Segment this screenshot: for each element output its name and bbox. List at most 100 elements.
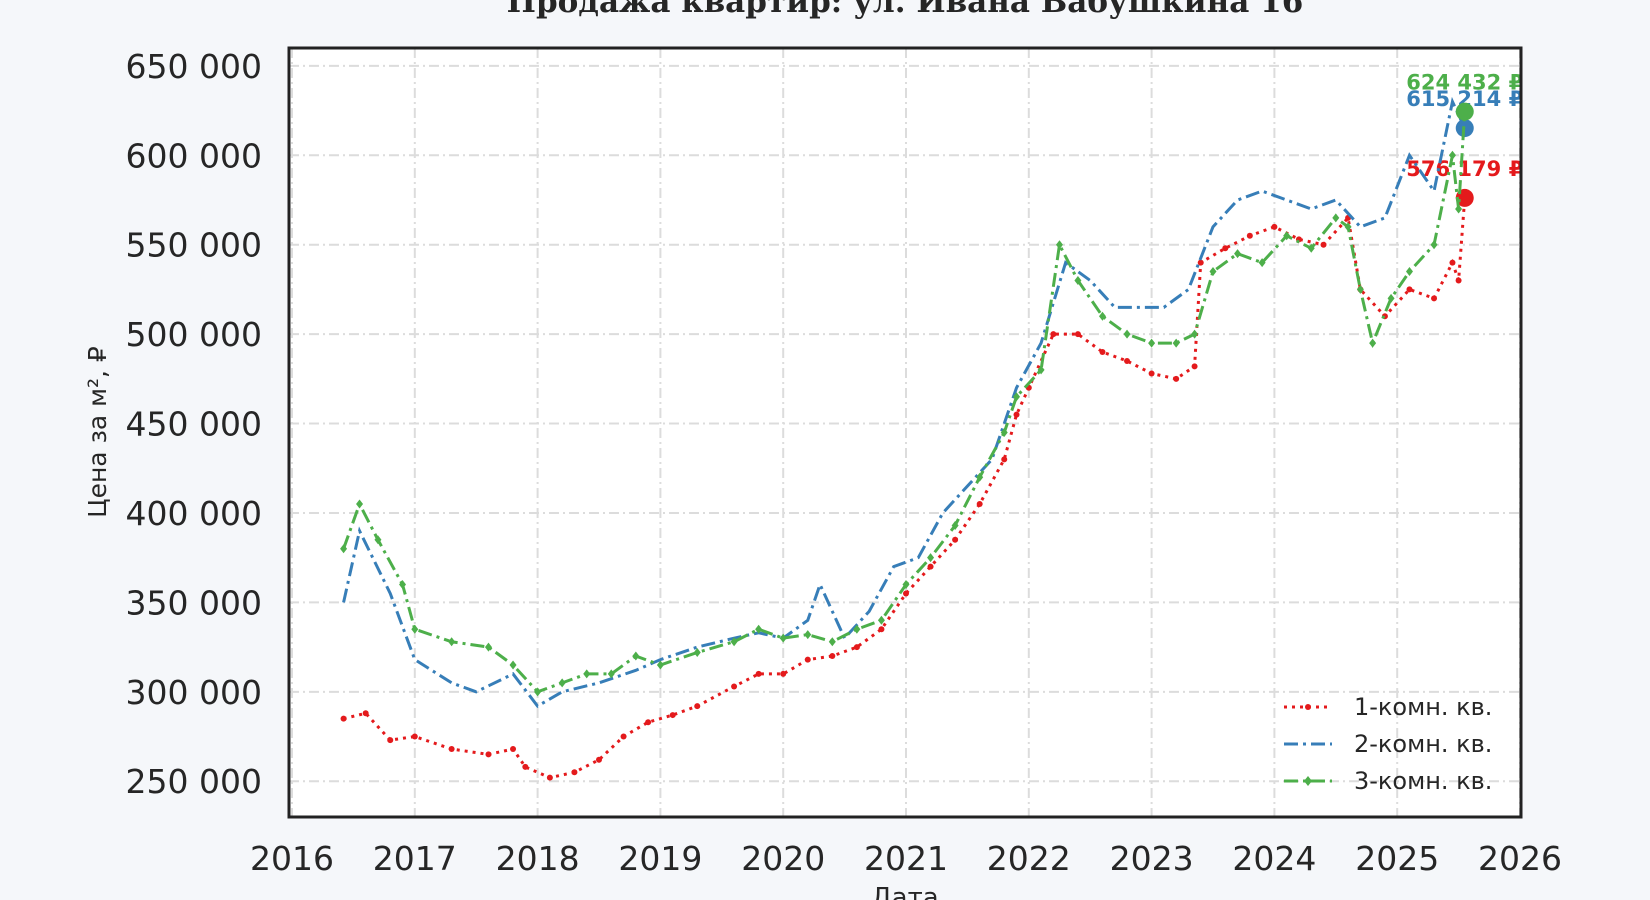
point	[1173, 375, 1180, 382]
point	[1258, 258, 1266, 268]
point	[1098, 311, 1106, 321]
legend-marker	[1305, 704, 1311, 710]
point	[1406, 286, 1413, 293]
x-tick-label: 2024	[1232, 839, 1316, 878]
plot-marks: 576 179 ₽615 214 ₽624 432 ₽	[340, 71, 1523, 781]
point	[411, 624, 419, 634]
y-tick-label: 250 000	[126, 762, 262, 801]
point	[1148, 370, 1155, 377]
point	[632, 651, 640, 661]
point	[927, 553, 935, 563]
point	[927, 563, 934, 570]
point	[1405, 267, 1413, 277]
point	[448, 637, 456, 647]
x-tick-label: 2019	[618, 839, 702, 878]
point	[1320, 241, 1327, 248]
point	[607, 669, 615, 679]
point	[485, 751, 492, 758]
y-tick-label: 550 000	[126, 226, 262, 265]
point	[1271, 223, 1278, 230]
legend: 1-комн. кв. 2-комн. кв. 3-комн. кв.	[1284, 693, 1492, 795]
point	[829, 653, 836, 660]
point	[1332, 213, 1340, 223]
point	[1148, 338, 1156, 348]
legend-label: 2-комн. кв.	[1354, 730, 1492, 758]
point	[1197, 259, 1204, 266]
y-tick-label: 400 000	[126, 494, 262, 533]
x-tick-label: 2020	[741, 839, 825, 878]
x-tick-label: 2026	[1478, 839, 1562, 878]
point	[1056, 240, 1063, 250]
point	[546, 774, 553, 781]
series-line	[342, 96, 1467, 709]
point	[1074, 275, 1082, 285]
point	[1455, 204, 1463, 214]
point	[362, 710, 369, 717]
point	[1050, 331, 1057, 338]
point	[645, 719, 652, 726]
y-tick-label: 500 000	[126, 315, 262, 354]
point	[571, 769, 578, 776]
point	[976, 501, 983, 508]
point	[755, 624, 763, 634]
point	[1013, 392, 1021, 402]
x-tick-label: 2018	[496, 839, 580, 878]
point	[902, 580, 910, 590]
point	[1283, 231, 1291, 241]
point	[656, 660, 664, 670]
point	[484, 642, 492, 652]
x-tick-label: 2022	[987, 839, 1071, 878]
point	[1209, 267, 1217, 277]
point	[1344, 222, 1352, 232]
point	[731, 683, 738, 690]
x-tick-label: 2025	[1355, 839, 1439, 878]
y-tick-label: 450 000	[126, 405, 262, 444]
x-tick-label: 2021	[864, 839, 948, 878]
point	[951, 520, 959, 530]
point	[853, 644, 860, 651]
point	[583, 669, 591, 679]
point	[356, 499, 364, 509]
x-tick-label: 2023	[1110, 839, 1194, 878]
plot-frame	[287, 46, 1523, 819]
point	[1099, 349, 1106, 356]
point	[522, 763, 529, 770]
point	[374, 535, 382, 545]
point	[976, 472, 984, 482]
point	[804, 630, 812, 640]
point	[1037, 365, 1045, 375]
point	[1430, 240, 1438, 250]
y-tick-label: 650 000	[126, 47, 262, 86]
point	[828, 637, 836, 647]
point	[558, 678, 566, 688]
x-axis-label: Дата	[871, 883, 938, 900]
point	[730, 637, 738, 647]
point	[1191, 363, 1198, 370]
point	[510, 746, 517, 753]
point	[1431, 295, 1438, 302]
point	[448, 746, 455, 753]
point	[853, 624, 861, 634]
point	[780, 670, 787, 677]
legend-marker	[1304, 776, 1312, 786]
point	[509, 660, 517, 670]
point	[1124, 357, 1131, 364]
point	[1307, 243, 1315, 253]
point	[1246, 232, 1253, 239]
legend-label: 1-комн. кв.	[1354, 693, 1492, 721]
point	[387, 737, 394, 744]
point	[411, 733, 418, 740]
chart-title: Продажа квартир: ул. Ивана Бабушкина 16	[507, 0, 1304, 20]
point	[1074, 331, 1081, 338]
point	[1123, 329, 1131, 339]
point	[693, 647, 701, 657]
point	[1455, 277, 1462, 284]
point	[1001, 456, 1008, 463]
y-tick-label: 350 000	[126, 583, 262, 622]
point	[1234, 249, 1242, 259]
point	[669, 712, 676, 719]
point	[877, 615, 885, 625]
point	[694, 703, 701, 710]
